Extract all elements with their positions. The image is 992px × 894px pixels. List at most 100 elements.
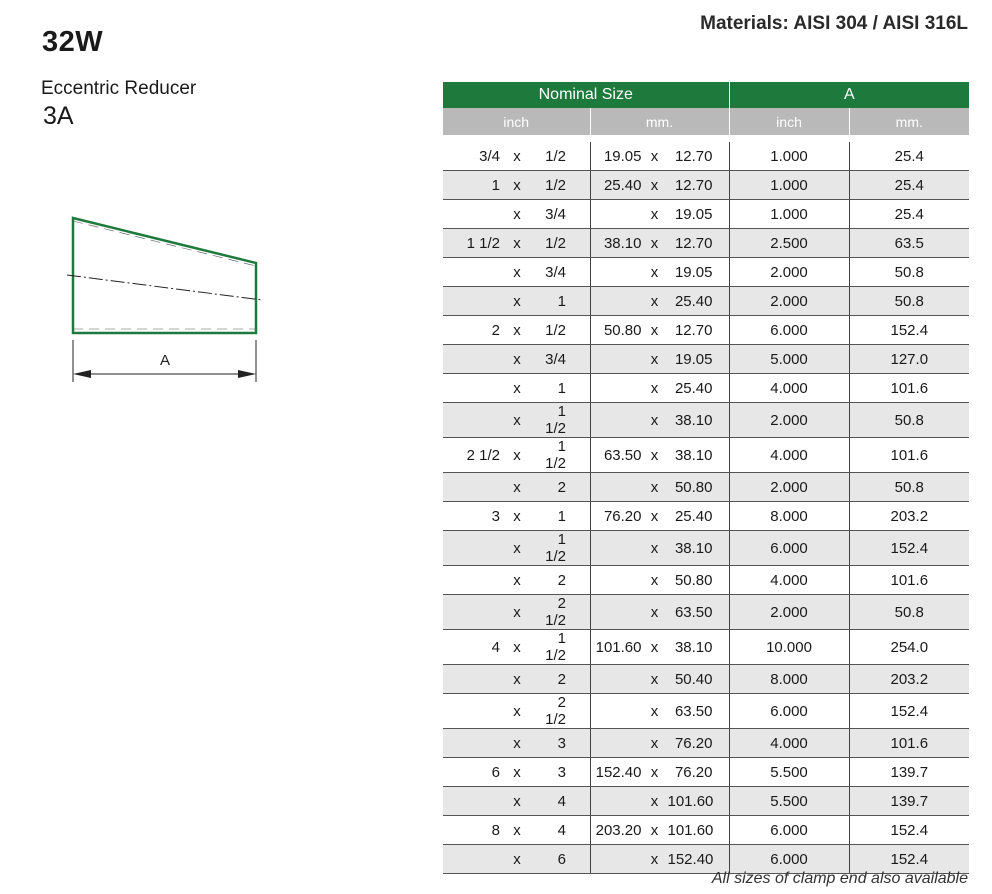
nominal-mm-from: 101.60 <box>595 638 642 656</box>
a-inch-cell: 6.000 <box>728 844 850 874</box>
a-inch-cell: 8.000 <box>728 664 850 694</box>
nominal-inch-to: 3 <box>557 763 566 781</box>
size-separator: x <box>650 147 659 165</box>
size-separator: x <box>513 507 521 525</box>
nominal-mm-cell: 50.80 x 12.70 <box>589 315 730 345</box>
size-separator: x <box>513 263 521 281</box>
size-separator: x <box>513 411 521 429</box>
nominal-mm-cell: x 50.80 <box>589 472 730 502</box>
a-inch-cell: 5.500 <box>728 757 850 787</box>
size-separator: x <box>513 350 521 368</box>
size-separator: x <box>513 205 521 223</box>
size-separator: x <box>513 792 521 810</box>
nominal-mm-to: 12.70 <box>674 321 713 339</box>
nominal-inch-from: 1 <box>491 176 500 194</box>
size-separator: x <box>650 205 659 223</box>
nominal-mm-to: 50.80 <box>674 571 713 589</box>
nominal-mm-cell: x 19.05 <box>589 257 730 287</box>
subheader-a-mm: mm. <box>848 108 970 135</box>
a-inch-cell: 1.000 <box>728 199 850 229</box>
table-row: x 1 1/2 x 38.10 2.000 50.8 <box>443 402 970 438</box>
nominal-mm-to: 38.10 <box>674 638 713 656</box>
nominal-mm-to: 101.60 <box>667 792 714 810</box>
dimension-arrow-left <box>73 370 91 378</box>
nominal-inch-cell: x 3/4 <box>443 199 590 229</box>
size-separator: x <box>650 539 659 557</box>
size-separator: x <box>513 379 521 397</box>
a-inch-cell: 4.000 <box>728 437 850 473</box>
table-row: x 1 x 25.40 4.000 101.6 <box>443 373 970 403</box>
table-row: 2 x 1/2 50.80 x 12.70 6.000 152.4 <box>443 315 970 345</box>
nominal-inch-to: 1/2 <box>545 147 566 165</box>
nominal-mm-to: 38.10 <box>674 411 713 429</box>
a-mm-cell: 101.6 <box>848 565 970 595</box>
size-separator: x <box>513 638 521 656</box>
a-inch-cell: 4.000 <box>728 565 850 595</box>
nominal-mm-cell: 152.40 x 76.20 <box>589 757 730 787</box>
nominal-mm-cell: x 101.60 <box>589 786 730 816</box>
nominal-mm-to: 63.50 <box>674 702 713 720</box>
size-separator: x <box>650 507 659 525</box>
table-row: x 6 x 152.40 6.000 152.4 <box>443 844 970 874</box>
nominal-inch-cell: x 1 1/2 <box>443 402 590 438</box>
size-separator: x <box>650 292 659 310</box>
nominal-mm-cell: x 63.50 <box>589 594 730 630</box>
nominal-mm-cell: 63.50 x 38.10 <box>589 437 730 473</box>
nominal-inch-cell: x 3/4 <box>443 344 590 374</box>
table-row: 8 x 4 203.20 x 101.60 6.000 152.4 <box>443 815 970 845</box>
a-inch-cell: 2.500 <box>728 228 850 258</box>
a-mm-cell: 25.4 <box>848 170 970 200</box>
a-mm-cell: 50.8 <box>848 286 970 316</box>
size-separator: x <box>513 176 521 194</box>
nominal-inch-cell: x 3/4 <box>443 257 590 287</box>
a-inch-cell: 5.000 <box>728 344 850 374</box>
a-inch-cell: 8.000 <box>728 501 850 531</box>
a-inch-cell: 1.000 <box>728 142 850 171</box>
nominal-mm-to: 19.05 <box>674 205 713 223</box>
centerline <box>66 274 263 301</box>
nominal-mm-from: 50.80 <box>603 321 642 339</box>
size-separator: x <box>513 446 521 464</box>
a-inch-cell: 2.000 <box>728 257 850 287</box>
size-separator: x <box>650 571 659 589</box>
size-separator: x <box>650 176 659 194</box>
nominal-mm-cell: x 25.40 <box>589 286 730 316</box>
nominal-mm-to: 12.70 <box>674 234 713 252</box>
nominal-mm-cell: 101.60 x 38.10 <box>589 629 730 665</box>
size-separator: x <box>513 603 521 621</box>
a-mm-cell: 101.6 <box>848 437 970 473</box>
nominal-inch-cell: 2 1/2 x 1 1/2 <box>443 437 590 473</box>
table-row: x 2 x 50.40 8.000 203.2 <box>443 664 970 694</box>
size-separator: x <box>650 263 659 281</box>
a-mm-cell: 63.5 <box>848 228 970 258</box>
nominal-inch-cell: 1 x 1/2 <box>443 170 590 200</box>
nominal-mm-from: 76.20 <box>603 507 642 525</box>
inner-wall-top <box>72 220 257 267</box>
size-separator: x <box>650 321 659 339</box>
nominal-mm-cell: x 152.40 <box>589 844 730 874</box>
nominal-mm-to: 152.40 <box>667 850 714 868</box>
size-separator: x <box>513 850 521 868</box>
a-mm-cell: 203.2 <box>848 501 970 531</box>
reducer-outline <box>71 216 258 335</box>
table-row: x 2 1/2 x 63.50 2.000 50.8 <box>443 594 970 630</box>
subheader-nominal-mm: mm. <box>589 108 730 135</box>
size-separator: x <box>513 821 521 839</box>
table-row: x 1 1/2 x 38.10 6.000 152.4 <box>443 530 970 566</box>
nominal-inch-to: 1 1/2 <box>545 403 566 437</box>
nominal-inch-to: 2 <box>557 571 566 589</box>
nominal-mm-cell: x 19.05 <box>589 199 730 229</box>
nominal-inch-to: 3/4 <box>545 350 566 368</box>
a-mm-cell: 101.6 <box>848 373 970 403</box>
a-inch-cell: 6.000 <box>728 815 850 845</box>
table-row: x 2 x 50.80 2.000 50.8 <box>443 472 970 502</box>
dimension-arrow-right <box>238 370 256 378</box>
a-inch-cell: 6.000 <box>728 693 850 729</box>
nominal-mm-from: 63.50 <box>603 446 642 464</box>
nominal-inch-to: 4 <box>557 821 566 839</box>
